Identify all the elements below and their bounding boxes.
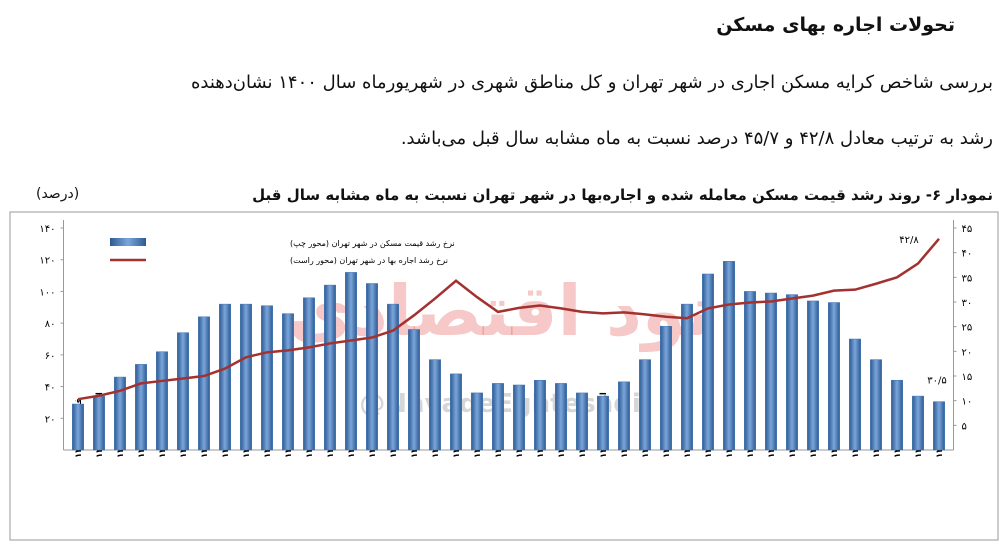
data-label: ۳۰/۵ <box>927 376 946 387</box>
y2-tick-label: ۲۵ <box>962 323 973 334</box>
bar <box>93 395 105 451</box>
legend-label: نرخ رشد اجاره بها در شهر تهران (محور راس… <box>290 256 448 265</box>
y2-tick-label: ۲۰ <box>962 347 973 358</box>
y-tick-label: ۴۰ <box>45 383 56 394</box>
bar <box>282 313 294 451</box>
bar <box>723 261 735 451</box>
y2-tick-label: ۱۵ <box>962 372 973 383</box>
line <box>77 238 940 401</box>
chart-frame <box>9 211 999 541</box>
bar <box>660 326 672 451</box>
data-label: ۴۲/۸ <box>899 235 919 246</box>
bar <box>891 379 903 451</box>
bar <box>72 403 84 451</box>
bar <box>387 303 399 451</box>
bar <box>471 392 483 451</box>
bar <box>933 401 945 451</box>
bar <box>114 376 126 451</box>
bar <box>702 273 714 451</box>
y2-tick-label: ۵ <box>962 421 967 432</box>
bar <box>492 383 504 451</box>
y-tick-label: ۱۲۰ <box>39 256 55 267</box>
y-tick-label: ۱۰۰ <box>39 287 55 298</box>
bar <box>681 303 693 451</box>
bar <box>135 364 147 451</box>
bar <box>177 332 189 451</box>
heading: تحولات اجاره بهای مسکن <box>716 14 955 36</box>
bar <box>765 292 777 451</box>
paragraph-line: رشد به ترتیب معادل ۴۲/۸ و ۴۵/۷ درصد نسبت… <box>400 128 993 149</box>
bar <box>576 392 588 451</box>
chart-title: نمودار ۶- روند رشد قیمت مسکن معامله شده … <box>252 186 993 204</box>
y2-tick-label: ۴۵ <box>962 224 973 235</box>
y2-tick-label: ۳۰ <box>962 298 973 309</box>
bar <box>429 359 441 451</box>
bar <box>744 291 756 451</box>
bar <box>555 383 567 451</box>
bar <box>240 303 252 451</box>
y-tick-label: ۲۰ <box>45 414 56 425</box>
bar <box>828 302 840 451</box>
unit-label: (درصد) <box>36 186 80 202</box>
y-tick-label: ۸۰ <box>45 319 56 330</box>
bar <box>198 316 210 451</box>
bar <box>408 329 420 451</box>
bar <box>597 395 609 451</box>
bar <box>849 338 861 451</box>
bar <box>261 305 273 451</box>
bar <box>156 351 168 451</box>
bar <box>534 379 546 451</box>
bar <box>513 384 525 451</box>
bar <box>366 283 378 451</box>
y2-tick-label: ۴۰ <box>962 249 973 260</box>
bar <box>870 359 882 451</box>
y-tick-label: ۶۰ <box>45 351 56 362</box>
bar <box>618 381 630 451</box>
bar <box>639 359 651 451</box>
bar <box>786 294 798 451</box>
bar <box>807 300 819 451</box>
y2-tick-label: ۳۵ <box>962 273 973 284</box>
legend-label: نرخ رشد قیمت مسکن در شهر تهران (محور چپ) <box>290 239 455 248</box>
y2-tick-label: ۱۰ <box>962 397 973 408</box>
legend-swatch <box>110 238 146 246</box>
bar <box>450 373 462 451</box>
bar <box>345 272 357 451</box>
bar <box>912 395 924 451</box>
bar <box>324 284 336 451</box>
paragraph-line: بررسی شاخص کرایه مسکن اجاری در شهر تهران… <box>190 72 993 93</box>
bar <box>303 297 315 451</box>
y-tick-label: ۱۴۰ <box>39 224 55 235</box>
bar <box>219 303 231 451</box>
